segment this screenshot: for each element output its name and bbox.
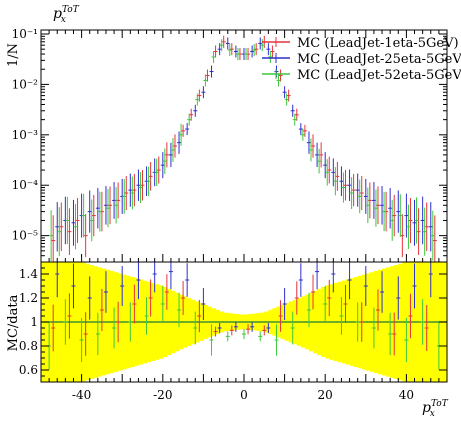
legend-label: MC (LeadJet-1eta-5GeV) [297, 36, 459, 51]
ratio-xtick-label: -40 [72, 388, 91, 402]
main-panel: 10⁻¹ 10⁻² 10⁻³ 10⁻⁴ 10⁻⁵ [12, 27, 448, 263]
main-ytick-label: 10⁻² [12, 77, 39, 91]
ratio-ytick-label: 1 [30, 315, 38, 329]
ratio-ytick-label: 1.4 [19, 267, 38, 281]
main-ytick-label: 10⁻³ [12, 128, 39, 142]
legend: MC (LeadJet-1eta-5GeV)MC (LeadJet-25eta-… [262, 36, 461, 83]
legend-entry-3: MC (LeadJet-52eta-5GeV) [262, 68, 461, 83]
main-ylabel-text: 1/N [6, 43, 21, 67]
top-title: pToT x [53, 5, 80, 25]
legend-label: MC (LeadJet-52eta-5GeV) [297, 68, 461, 83]
ratio-xtick-label: 0 [240, 388, 248, 402]
ratio-ylabel-text: MC/data [6, 294, 21, 351]
ratio-series-3-points [47, 286, 441, 370]
ratio-data-points [47, 262, 441, 370]
main-data-points [49, 35, 437, 262]
ratio-ylabel: MC/data [6, 294, 21, 351]
ratio-ytick-label: 1.2 [19, 291, 38, 305]
main-ylabel: 1/N [6, 43, 21, 67]
ratio-ytick-label: 0.8 [19, 339, 38, 353]
ratio-xtick-label: 40 [399, 388, 414, 402]
main-ytick-label: 10⁻¹ [12, 27, 38, 41]
main-xticks [40, 30, 448, 262]
ratio-series-2-points [55, 262, 433, 333]
series-2-points [55, 37, 433, 252]
series-3-points [49, 39, 435, 262]
ratio-xtick-label: -20 [153, 388, 172, 402]
ratio-xtick-label: 20 [318, 388, 333, 402]
ratio-yticks: 0.6 0.8 1 1.2 1.4 [19, 261, 447, 383]
ratio-xticks: -40 -20 0 20 40 [40, 374, 448, 402]
legend-label: MC (LeadJet-25eta-5GeV) [297, 52, 461, 67]
legend-entry-1: MC (LeadJet-1eta-5GeV) [262, 36, 459, 51]
main-ytick-label: 10⁻⁵ [12, 229, 39, 243]
x-title: pToT x [422, 399, 449, 419]
series-1-points [51, 35, 437, 262]
ratio-ytick-label: 0.6 [19, 363, 38, 377]
ratio-panel: 0.6 0.8 1 1.2 1.4 -40 -20 0 20 40 [19, 261, 448, 402]
ratio-series-1-points [51, 274, 429, 356]
main-ytick-label: 10⁻⁴ [12, 178, 39, 192]
x-title-text: pToT x [422, 399, 449, 419]
main-yticks: 10⁻¹ 10⁻² 10⁻³ 10⁻⁴ 10⁻⁵ [12, 27, 447, 263]
legend-entry-2: MC (LeadJet-25eta-5GeV) [262, 52, 461, 67]
top-title-text: pToT x [53, 5, 80, 25]
